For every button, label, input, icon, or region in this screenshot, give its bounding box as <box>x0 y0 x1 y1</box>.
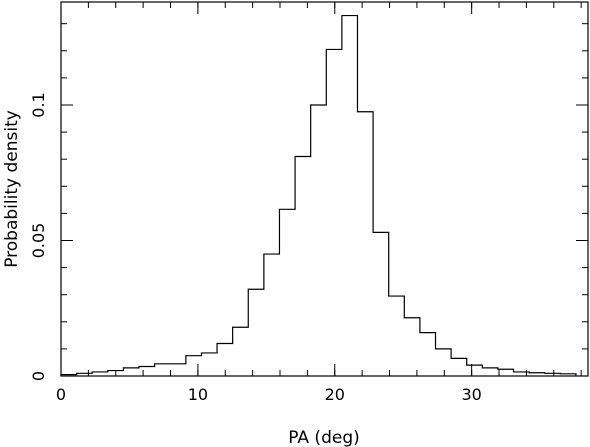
plot-frame <box>60 1 589 377</box>
x-tick-label: 20 <box>325 385 345 404</box>
y-tick-label: 0.1 <box>29 92 48 117</box>
x-tick-label: 10 <box>188 385 208 404</box>
tick-marks <box>60 2 588 377</box>
y-tick-labels: 0 0.05 0.1 <box>29 92 48 381</box>
x-axis-title: PA (deg) <box>288 428 360 447</box>
x-tick-labels: 0 10 20 30 <box>56 385 482 404</box>
histogram-step-line <box>60 14 577 376</box>
y-tick-label: 0.05 <box>29 223 48 259</box>
y-tick-label: 0 <box>29 371 48 381</box>
y-axis-title: Probability density <box>2 110 22 268</box>
x-tick-label: 0 <box>56 385 66 404</box>
x-tick-label: 30 <box>461 385 481 404</box>
